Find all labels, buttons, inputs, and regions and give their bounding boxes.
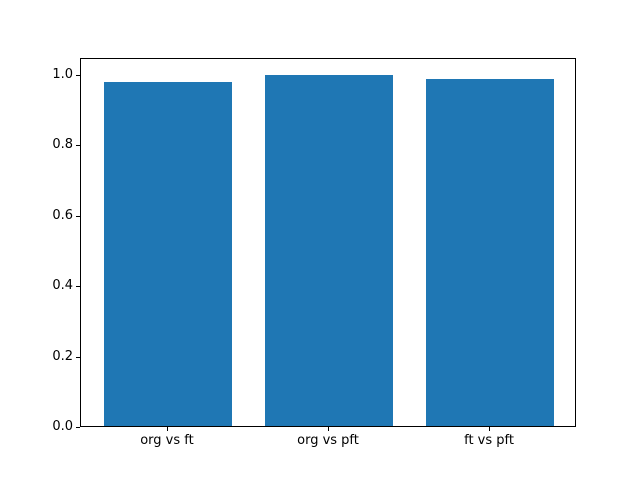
- y-tick-label: 0.4: [52, 278, 73, 294]
- x-tick-mark: [166, 427, 168, 431]
- x-tick-mark: [489, 427, 491, 431]
- y-tick-label: 0.2: [52, 348, 73, 364]
- y-tick-label: 0.8: [52, 137, 73, 153]
- y-tick-label: 1.0: [52, 66, 73, 82]
- y-tick-mark: [76, 356, 80, 358]
- bar-org-vs-ft: [103, 81, 233, 426]
- bar-org-vs-pft: [264, 74, 394, 426]
- y-tick-mark: [76, 286, 80, 288]
- y-tick-mark: [76, 215, 80, 217]
- x-tick-label: org vs pft: [297, 433, 359, 448]
- y-tick-mark: [76, 74, 80, 76]
- y-tick-label: 0.6: [52, 207, 73, 223]
- x-tick-label: ft vs pft: [464, 433, 514, 448]
- y-tick-label: 0.0: [52, 419, 73, 434]
- plot-area: [80, 58, 576, 427]
- bar-ft-vs-pft: [425, 78, 555, 426]
- y-tick-mark: [76, 145, 80, 147]
- y-tick-mark: [76, 427, 80, 428]
- x-tick-label: org vs ft: [140, 433, 194, 448]
- x-tick-mark: [328, 427, 329, 431]
